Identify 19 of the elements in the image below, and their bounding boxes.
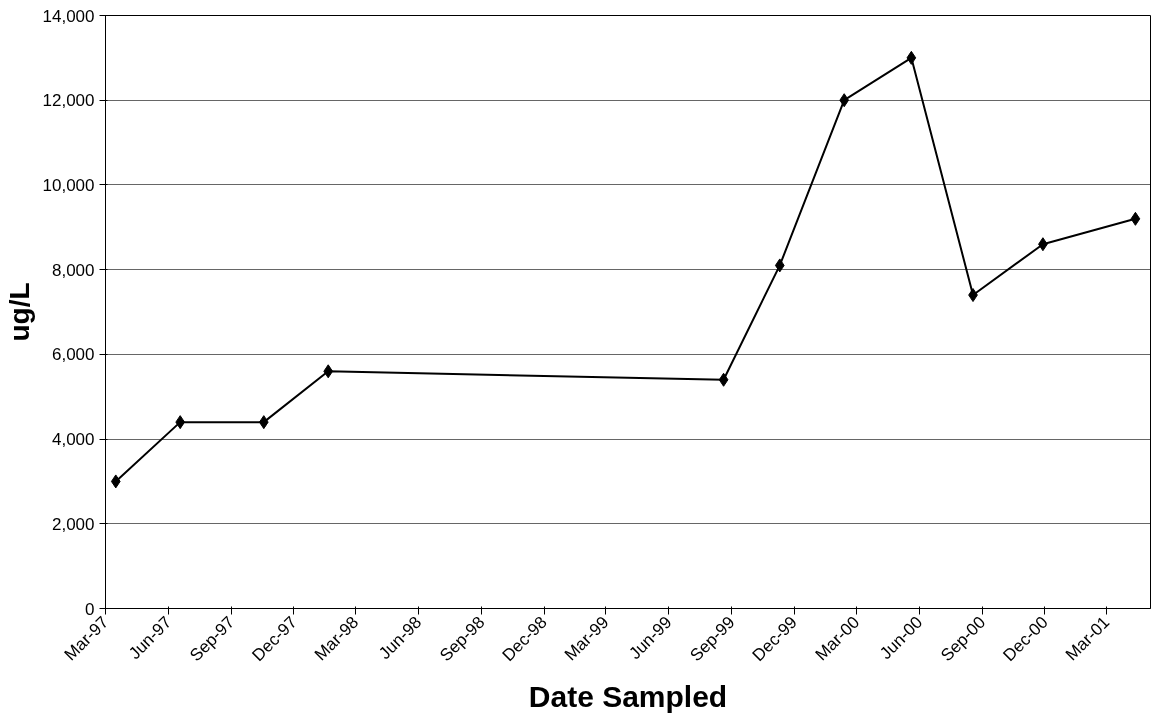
y-tick-label: 2,000 xyxy=(51,514,95,534)
y-tick-label: 14,000 xyxy=(42,6,95,26)
y-tick-label: 12,000 xyxy=(42,91,95,111)
x-axis-title: Date Sampled xyxy=(528,679,728,713)
point xyxy=(718,372,729,387)
y-tick-label: 8,000 xyxy=(51,260,95,280)
point xyxy=(110,474,121,489)
y-tick-label: 6,000 xyxy=(51,345,95,365)
point xyxy=(774,258,785,273)
y-axis-title: ug/L xyxy=(3,282,35,342)
point xyxy=(906,50,917,65)
y-tick-label: 0 xyxy=(85,599,95,619)
point xyxy=(323,364,334,379)
y-tick-label: 10,000 xyxy=(42,175,95,195)
point xyxy=(175,415,186,430)
y-tick-label: 4,000 xyxy=(51,430,95,450)
point xyxy=(1130,211,1141,226)
point xyxy=(839,93,850,108)
point xyxy=(258,415,269,430)
